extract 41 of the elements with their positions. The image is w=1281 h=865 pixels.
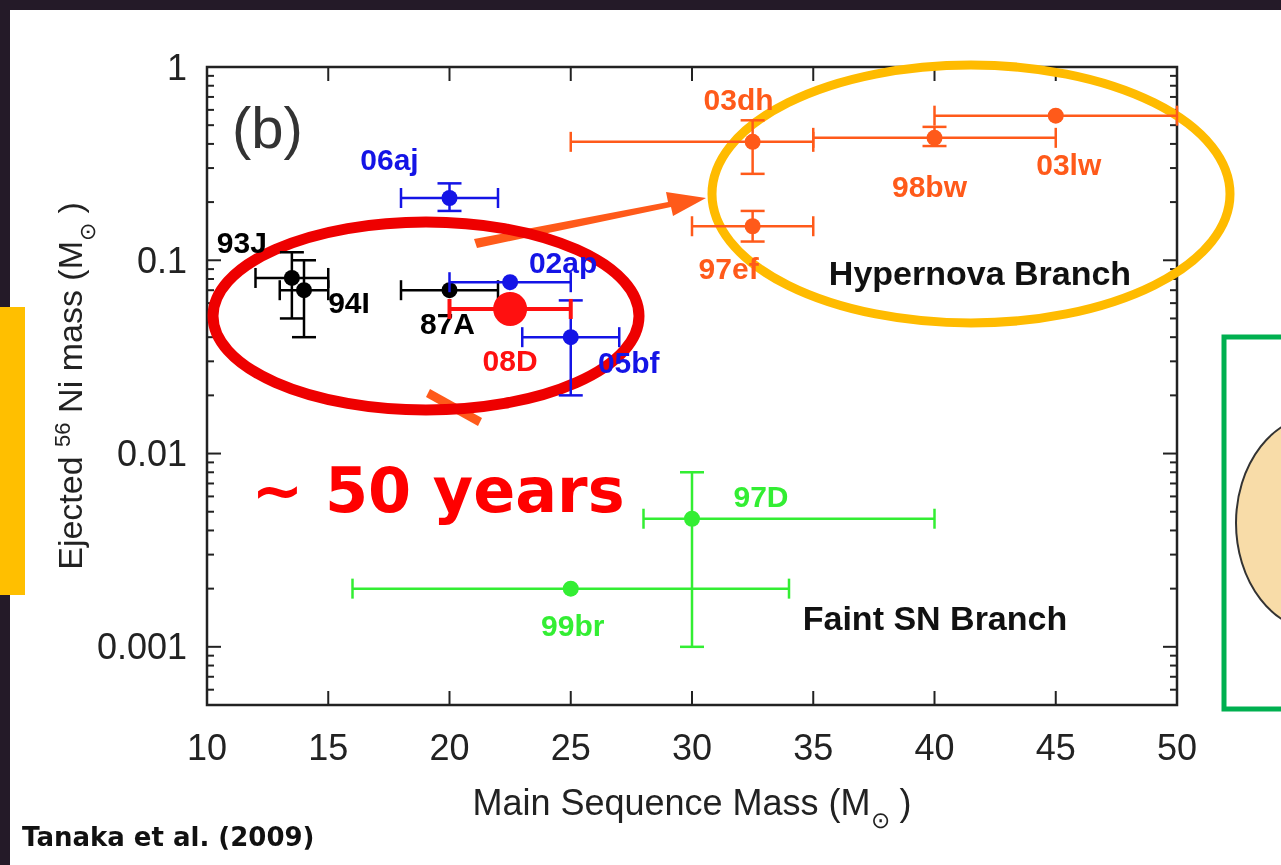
- y-tick-label: 0.01: [116, 433, 187, 475]
- x-tick-label: 10: [186, 727, 228, 768]
- annotation: Faint SN Branch: [802, 599, 1068, 637]
- y-tick-label: 1: [166, 46, 187, 88]
- point: [562, 329, 579, 346]
- x-tick-label: 45: [1035, 727, 1076, 768]
- series-label: 03lw: [1036, 148, 1102, 182]
- x-tick-label: 40: [914, 727, 955, 768]
- x-tick-label: 35: [793, 727, 834, 768]
- point: [283, 269, 300, 286]
- point: [296, 282, 312, 299]
- annotation: ~ 50 years: [251, 454, 625, 527]
- series-label: 93J: [216, 226, 267, 260]
- series-label: 87A: [419, 306, 476, 340]
- point: [1047, 107, 1064, 124]
- series-label: 02ap: [528, 245, 598, 279]
- x-axis-title: Main Sequence Mass (M$_{⊙}$): [472, 782, 912, 833]
- x-tick-label: 20: [429, 727, 470, 768]
- point: [744, 133, 761, 150]
- x-tick-label: 50: [1156, 727, 1198, 768]
- y-tick-label: 0.1: [136, 239, 187, 281]
- text: Tanaka et al. (2009): [22, 822, 315, 852]
- point: [684, 510, 700, 527]
- series-label: 08D: [482, 344, 538, 378]
- series-label: 03dh: [703, 83, 774, 117]
- x-tick-label: 15: [308, 727, 349, 768]
- series-label: 06aj: [360, 143, 419, 177]
- x-tick-label: 30: [671, 727, 713, 768]
- series-label: 98bw: [891, 170, 968, 204]
- series-label: 97D: [733, 480, 789, 514]
- y-tick-label: 0.001: [96, 626, 187, 668]
- point: [744, 218, 761, 235]
- point: [562, 580, 579, 597]
- annotation: Hypernova Branch: [828, 254, 1132, 292]
- series-label: 99br: [541, 609, 605, 643]
- series-label: 97ef: [698, 251, 760, 285]
- x-tick-label: 25: [550, 727, 591, 768]
- series-label: 94I: [328, 285, 370, 319]
- point: [441, 190, 458, 206]
- annotation: (b): [232, 95, 303, 160]
- point: [502, 274, 519, 291]
